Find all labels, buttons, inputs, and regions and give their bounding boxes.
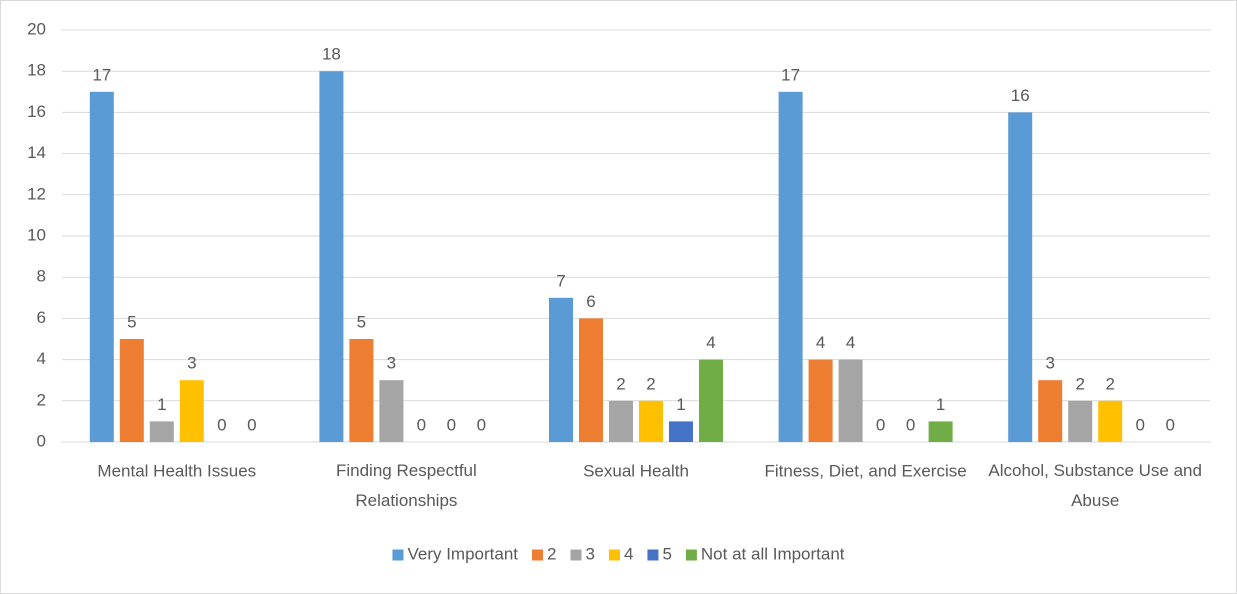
bar (119, 339, 144, 442)
legend-label: 2 (547, 544, 556, 563)
x-tick-label: Alcohol, Substance Use and Abuse (988, 461, 1202, 510)
data-label: 0 (1135, 415, 1144, 434)
legend-label: 5 (662, 544, 671, 563)
data-label: 2 (1105, 374, 1114, 393)
data-label: 0 (247, 415, 256, 434)
data-label: 2 (646, 374, 655, 393)
bar (149, 421, 174, 442)
data-label: 2 (616, 374, 625, 393)
bar (778, 91, 803, 443)
legend-swatch (570, 549, 582, 561)
data-label: 7 (556, 271, 565, 290)
data-label: 0 (906, 415, 915, 434)
data-label: 17 (92, 65, 111, 84)
bar (379, 380, 404, 442)
bar (699, 359, 723, 442)
legend-swatch (685, 549, 697, 561)
legend: Very Important 2 3 4 5 Not at all Important (392, 544, 845, 563)
bar (89, 91, 114, 443)
x-tick-label-line: Relationships (355, 491, 457, 510)
x-tick-label-line: Finding Respectful (336, 461, 477, 480)
x-tick-label-line: Alcohol, Substance Use and (988, 461, 1202, 480)
data-label: 0 (477, 415, 486, 434)
bar (1098, 400, 1123, 442)
legend-swatch (392, 549, 404, 561)
y-tick-label: 10 (27, 225, 46, 244)
bar (808, 359, 833, 442)
y-tick-label: 6 (37, 308, 46, 327)
data-label: 5 (127, 312, 136, 331)
y-tick-label: 20 (27, 19, 46, 38)
legend-swatch (647, 549, 659, 561)
bar (669, 421, 693, 442)
legend-label: Not at all Important (701, 544, 845, 563)
data-label: 3 (187, 354, 196, 373)
data-label: 0 (447, 415, 456, 434)
data-label: 4 (846, 333, 855, 352)
bar (1068, 400, 1093, 442)
y-tick-label: 14 (27, 143, 46, 162)
y-tick-label: 18 (27, 61, 46, 80)
data-label: 4 (816, 333, 825, 352)
data-label: 2 (1075, 374, 1084, 393)
y-tick-label: 8 (37, 267, 46, 286)
x-tick-label: Sexual Health (583, 461, 689, 480)
data-label: 4 (706, 333, 715, 352)
data-label: 1 (676, 395, 685, 414)
data-label: 3 (1045, 354, 1054, 373)
bar (1038, 380, 1063, 442)
bar (549, 297, 573, 442)
data-label: 6 (586, 292, 595, 311)
legend-swatch (532, 549, 544, 561)
data-label: 0 (1165, 415, 1174, 434)
legend-label: 4 (624, 544, 633, 563)
y-tick-label: 12 (27, 184, 46, 203)
y-tick-label: 4 (37, 349, 46, 368)
y-tick-label: 0 (37, 431, 46, 450)
data-label: 16 (1011, 86, 1030, 105)
data-label: 0 (217, 415, 226, 434)
bar (609, 400, 633, 442)
legend-label: 3 (586, 544, 595, 563)
bar (639, 400, 663, 442)
data-label: 1 (157, 395, 166, 414)
x-tick-label-line: Abuse (1071, 491, 1119, 510)
data-label: 5 (357, 312, 366, 331)
x-tick-label: Fitness, Diet, and Exercise (764, 461, 966, 480)
data-label: 17 (781, 65, 800, 84)
data-label: 3 (387, 354, 396, 373)
bar (319, 71, 344, 442)
bar (579, 318, 603, 442)
x-tick-label: Finding Respectful Relationships (336, 461, 477, 510)
data-label: 1 (936, 395, 945, 414)
legend-label: Very Important (407, 544, 518, 563)
bar (928, 421, 953, 442)
data-label: 18 (322, 45, 341, 64)
bar (838, 359, 863, 442)
bar (349, 339, 374, 442)
data-label: 0 (417, 415, 426, 434)
y-tick-label: 2 (37, 390, 46, 409)
bar (179, 380, 204, 442)
legend-swatch (608, 549, 620, 561)
y-tick-label: 16 (27, 102, 46, 121)
bar (1008, 112, 1033, 443)
x-tick-label: Mental Health Issues (97, 461, 256, 480)
data-label: 0 (876, 415, 885, 434)
